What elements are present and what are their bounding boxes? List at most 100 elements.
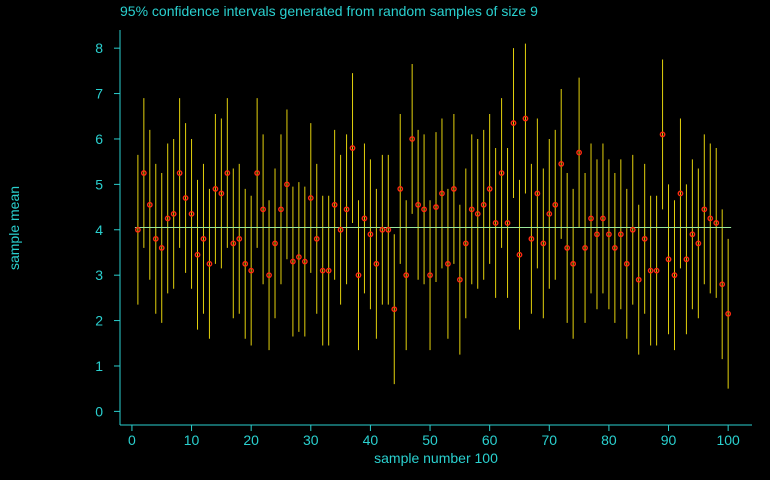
x-tick-label: 60: [482, 432, 498, 448]
sample-mean-point: [635, 276, 642, 283]
sample-mean-point: [617, 231, 624, 238]
sample-mean-point: [445, 260, 451, 267]
sample-mean-point: [462, 240, 469, 247]
sample-mean-point: [140, 170, 147, 176]
sample-mean-point: [182, 195, 189, 201]
sample-mean-point: [433, 204, 439, 210]
sample-mean-point: [582, 245, 588, 251]
y-tick-label: 3: [95, 267, 103, 283]
sample-mean-point: [671, 272, 678, 279]
y-tick-label: 0: [95, 403, 103, 419]
sample-mean-point: [725, 310, 732, 317]
sample-mean-point: [456, 276, 463, 283]
chart-title: 95% confidence intervals generated from …: [120, 3, 538, 19]
x-tick-label: 90: [661, 432, 677, 448]
sample-mean-point: [546, 210, 553, 217]
sample-mean-point: [343, 206, 350, 213]
sample-mean-point: [164, 215, 171, 222]
sample-mean-point: [665, 256, 672, 263]
sample-mean-point: [242, 260, 249, 267]
sample-mean-point: [367, 231, 374, 238]
y-tick-label: 4: [95, 222, 103, 238]
sample-mean-point: [701, 206, 708, 213]
sample-mean-point: [522, 115, 529, 122]
y-tick-label: 5: [95, 176, 103, 192]
sample-mean-point: [385, 226, 392, 233]
sample-mean-point: [576, 149, 582, 156]
x-tick-label: 50: [422, 432, 438, 448]
sample-mean-point: [683, 256, 690, 263]
sample-mean-point: [421, 206, 427, 213]
sample-mean-point: [206, 260, 213, 267]
sample-mean-point: [486, 186, 493, 192]
sample-mean-point: [588, 215, 594, 222]
sample-mean-point: [474, 210, 481, 217]
x-tick-label: 30: [303, 432, 319, 448]
sample-mean-point: [695, 240, 702, 247]
sample-mean-point: [653, 267, 660, 274]
y-tick-label: 2: [95, 313, 103, 329]
sample-mean-point: [272, 240, 278, 247]
sample-mean-point: [290, 258, 296, 265]
x-tick-label: 70: [541, 432, 557, 448]
sample-mean-point: [611, 245, 618, 251]
sample-mean-point: [248, 267, 255, 274]
sample-mean-point: [158, 245, 165, 251]
sample-mean-point: [134, 226, 141, 233]
sample-mean-point: [379, 226, 386, 233]
y-tick-label: 6: [95, 131, 103, 147]
sample-mean-point: [480, 201, 487, 208]
y-tick-label: 1: [95, 358, 103, 374]
sample-mean-point: [439, 190, 445, 197]
sample-mean-point: [689, 231, 696, 238]
sample-mean-point: [409, 136, 416, 142]
sample-mean-point: [528, 235, 535, 242]
sample-mean-point: [403, 272, 410, 279]
sample-mean-point: [540, 240, 547, 247]
sample-mean-point: [468, 206, 475, 213]
sample-mean-point: [230, 240, 237, 247]
sample-mean-point: [212, 186, 219, 192]
sample-mean-point: [301, 258, 308, 265]
sample-mean-point: [146, 201, 153, 208]
sample-mean-point: [427, 272, 433, 279]
sample-mean-point: [200, 235, 207, 242]
sample-mean-point: [492, 220, 499, 226]
sample-mean-point: [623, 260, 630, 267]
sample-mean-point: [552, 201, 559, 208]
sample-mean-point: [284, 181, 290, 188]
sample-mean-point: [319, 267, 326, 274]
sample-mean-point: [355, 272, 362, 279]
sample-mean-point: [254, 170, 261, 176]
sample-mean-point: [337, 226, 344, 233]
sample-mean-point: [266, 272, 272, 279]
sample-mean-point: [713, 220, 720, 226]
x-tick-label: 40: [363, 432, 379, 448]
sample-mean-point: [641, 235, 648, 242]
sample-mean-point: [188, 210, 195, 217]
sample-mean-point: [260, 206, 266, 213]
sample-mean-point: [504, 220, 511, 226]
y-tick-label: 7: [95, 86, 103, 102]
sample-mean-point: [152, 235, 159, 242]
sample-mean-point: [558, 161, 565, 167]
sample-mean-point: [707, 215, 714, 222]
sample-mean-point: [295, 254, 302, 260]
x-tick-label: 0: [128, 432, 136, 448]
sample-mean-point: [450, 186, 457, 192]
sample-mean-point: [236, 235, 243, 242]
x-tick-label: 20: [243, 432, 259, 448]
sample-mean-point: [677, 190, 684, 197]
sample-mean-point: [278, 206, 284, 213]
sample-mean-point: [361, 215, 368, 222]
sample-mean-point: [170, 210, 177, 217]
sample-mean-point: [516, 251, 523, 258]
x-tick-label: 100: [716, 432, 740, 448]
sample-mean-point: [397, 186, 404, 192]
sample-mean-point: [629, 226, 636, 233]
sample-mean-point: [719, 281, 726, 288]
sample-mean-point: [415, 201, 422, 208]
sample-mean-point: [570, 260, 577, 267]
sample-mean-point: [606, 231, 612, 238]
